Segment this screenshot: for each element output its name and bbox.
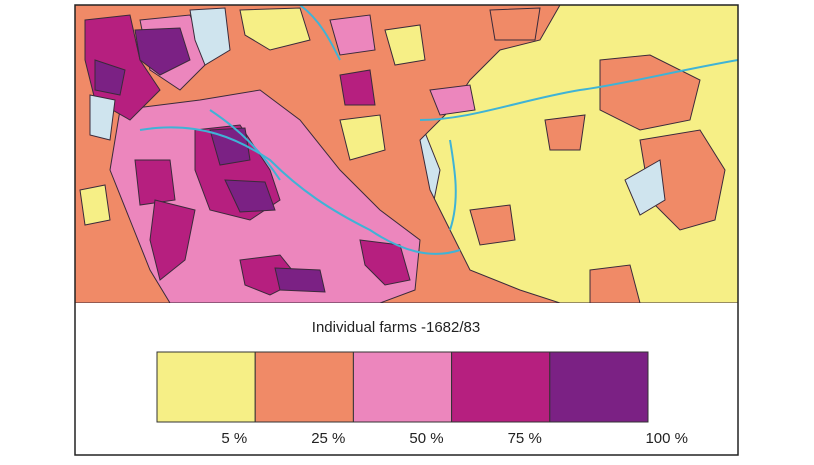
- legend-swatch: [254, 351, 354, 423]
- legend-title: Individual farms -1682/83: [312, 319, 480, 336]
- map: [75, 5, 738, 303]
- frame: [74, 4, 739, 456]
- legend: 5 % 25 % 50 % 75 % 100 %: [156, 351, 688, 447]
- legend-label: 50 %: [409, 430, 443, 447]
- legend-label: 25 %: [311, 430, 345, 447]
- legend-label: 100 %: [645, 430, 688, 447]
- legend-label: 75 %: [508, 430, 542, 447]
- legend-swatch: [352, 351, 453, 423]
- legend-swatch: [156, 351, 256, 423]
- legend-label: 5 %: [221, 430, 247, 447]
- legend-swatch: [549, 351, 649, 423]
- legend-swatch: [451, 351, 551, 423]
